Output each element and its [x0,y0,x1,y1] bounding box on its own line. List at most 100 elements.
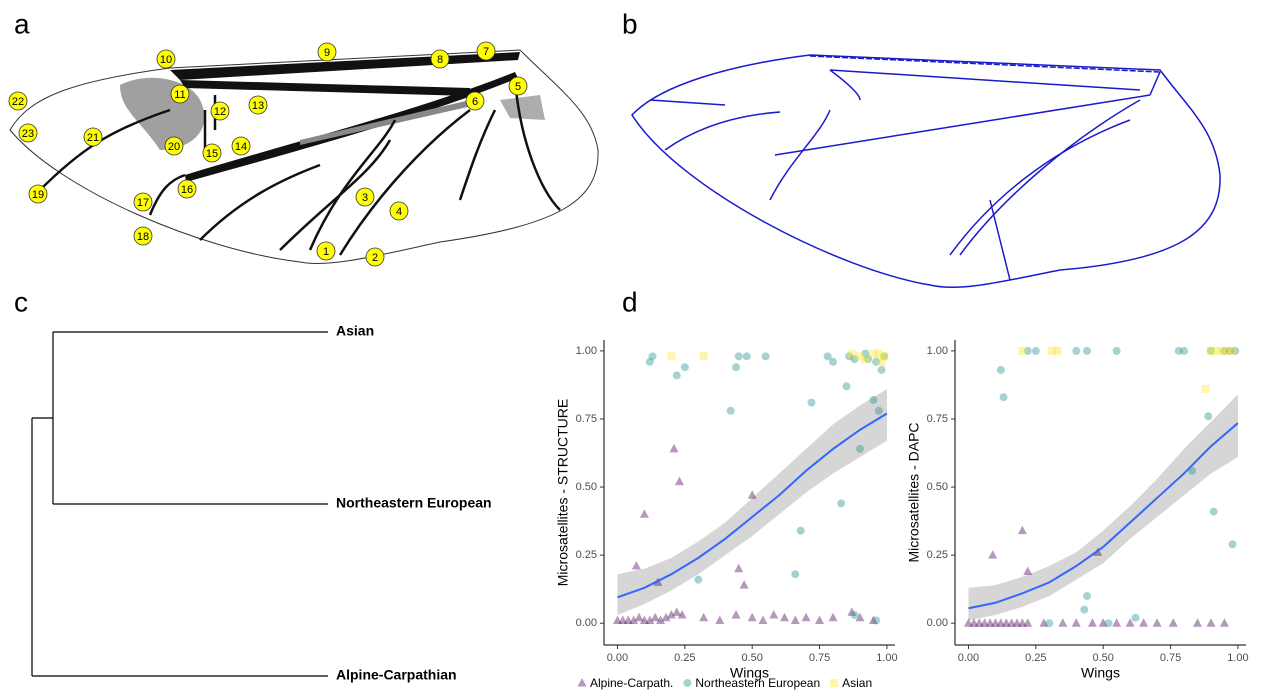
point [790,615,800,624]
landmark-label: 10 [160,54,172,66]
point [1112,618,1122,627]
point [1168,618,1178,627]
y-tick-label: 0.00 [927,617,948,629]
point [1139,618,1149,627]
landmark [355,187,375,207]
point [639,509,649,518]
point [1217,346,1226,355]
landmark [389,201,409,221]
point [1220,346,1229,355]
point [864,355,873,364]
point [855,612,865,622]
point [999,393,1008,402]
landmark-label: 1 [323,246,329,258]
point [874,406,883,415]
point [761,352,770,361]
point [769,610,779,619]
leaf-label: Alpine-Carpathian [336,667,457,683]
landmark [508,76,528,96]
landmark-label: 11 [174,89,185,101]
legend-label: Alpine-Carpath. [590,676,673,690]
dendrogram [31,331,328,677]
landmark-label: 7 [483,46,489,58]
landmark [317,42,337,62]
point [732,363,741,372]
point [1131,613,1140,622]
landmark [164,136,184,156]
y-tick-label: 1.00 [576,345,597,357]
point [980,618,990,627]
landmark-label: 18 [137,231,149,243]
point [1231,346,1240,355]
point [880,352,889,361]
fit-line [617,412,888,599]
point [1083,346,1092,355]
point [1112,346,1121,355]
y-tick-label: 0.75 [927,413,948,425]
wing-b [631,54,1221,289]
panel-label: b [622,8,638,39]
point [1083,591,1092,600]
landmark [248,95,268,115]
point [734,352,743,361]
landmark-label: 2 [372,252,378,264]
point [1071,618,1081,627]
point [661,612,671,622]
legend-label: Asian [842,676,872,690]
point [656,615,666,624]
point [645,357,654,366]
point [996,618,1006,627]
point [1007,618,1017,627]
point [666,610,676,619]
point [1023,566,1033,575]
point [1223,346,1232,355]
point [869,395,878,404]
landmark-label: 14 [235,141,247,153]
point [1104,619,1113,628]
point [796,526,805,535]
point [1018,346,1027,355]
landmark [210,101,230,121]
point [974,618,984,627]
point [1204,412,1213,421]
point [1031,346,1040,355]
point [1152,618,1162,627]
landmark [170,84,190,104]
point [1098,618,1108,627]
point [847,607,857,616]
y-tick-label: 0.00 [576,617,597,629]
point [747,612,757,622]
fit-line [968,422,1239,610]
x-tick-label: 0.50 [1092,652,1113,664]
point [634,612,644,622]
landmark-label: 13 [252,100,264,112]
landmark-label: 15 [206,148,218,160]
point [758,615,768,624]
point [1228,540,1237,549]
landmark [430,49,450,69]
point [1180,346,1189,355]
legend-label: Northeastern European [695,676,820,690]
landmark-label: 3 [362,192,368,204]
landmark [28,184,48,204]
y-axis-title: Microsatellites - STRUCTURE [555,399,571,586]
point [726,406,735,415]
landmark-label: 6 [472,96,478,108]
y-tick-label: 1.00 [927,345,948,357]
point [815,615,825,624]
point [855,352,864,361]
landmark-label: 22 [12,96,24,108]
point [742,352,751,361]
x-axis-title: Wings [1081,665,1120,681]
y-tick-label: 0.50 [927,481,948,493]
y-axis-title: Microsatellites - DAPC [906,422,922,562]
x-tick-label: 0.00 [958,652,979,664]
point [623,615,633,624]
x-tick-label: 0.25 [1025,652,1046,664]
point [963,618,973,627]
x-tick-label: 0.50 [741,652,762,664]
point [877,365,886,374]
landmark [476,41,496,61]
landmark-label: 23 [22,128,34,140]
